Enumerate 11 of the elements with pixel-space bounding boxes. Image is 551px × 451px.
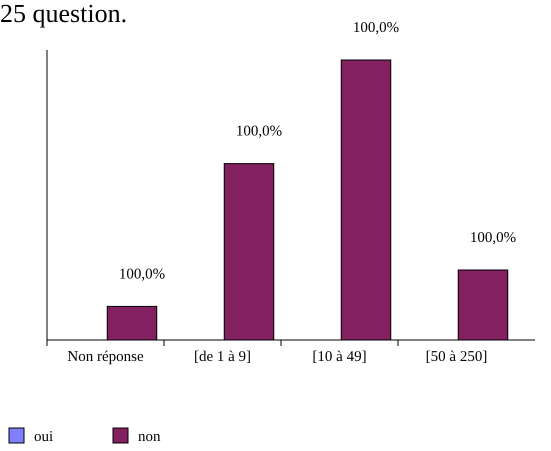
annotation: 100,0% [352, 20, 400, 36]
x-tick-label: [50 à 250] [426, 349, 488, 365]
chart-title: 25 question. [0, 0, 128, 28]
legend-label: oui [34, 429, 54, 445]
x-tick-label: [de 1 à 9] [194, 349, 252, 365]
annotation: 100,0% [470, 230, 516, 246]
legend-label: non [138, 429, 161, 445]
annotation: 100,0% [236, 124, 282, 140]
x-tick-label: Non réponse [67, 349, 144, 365]
annotation: 100,0% [118, 266, 166, 282]
x-tick-label: [10 à 49] [312, 349, 367, 365]
